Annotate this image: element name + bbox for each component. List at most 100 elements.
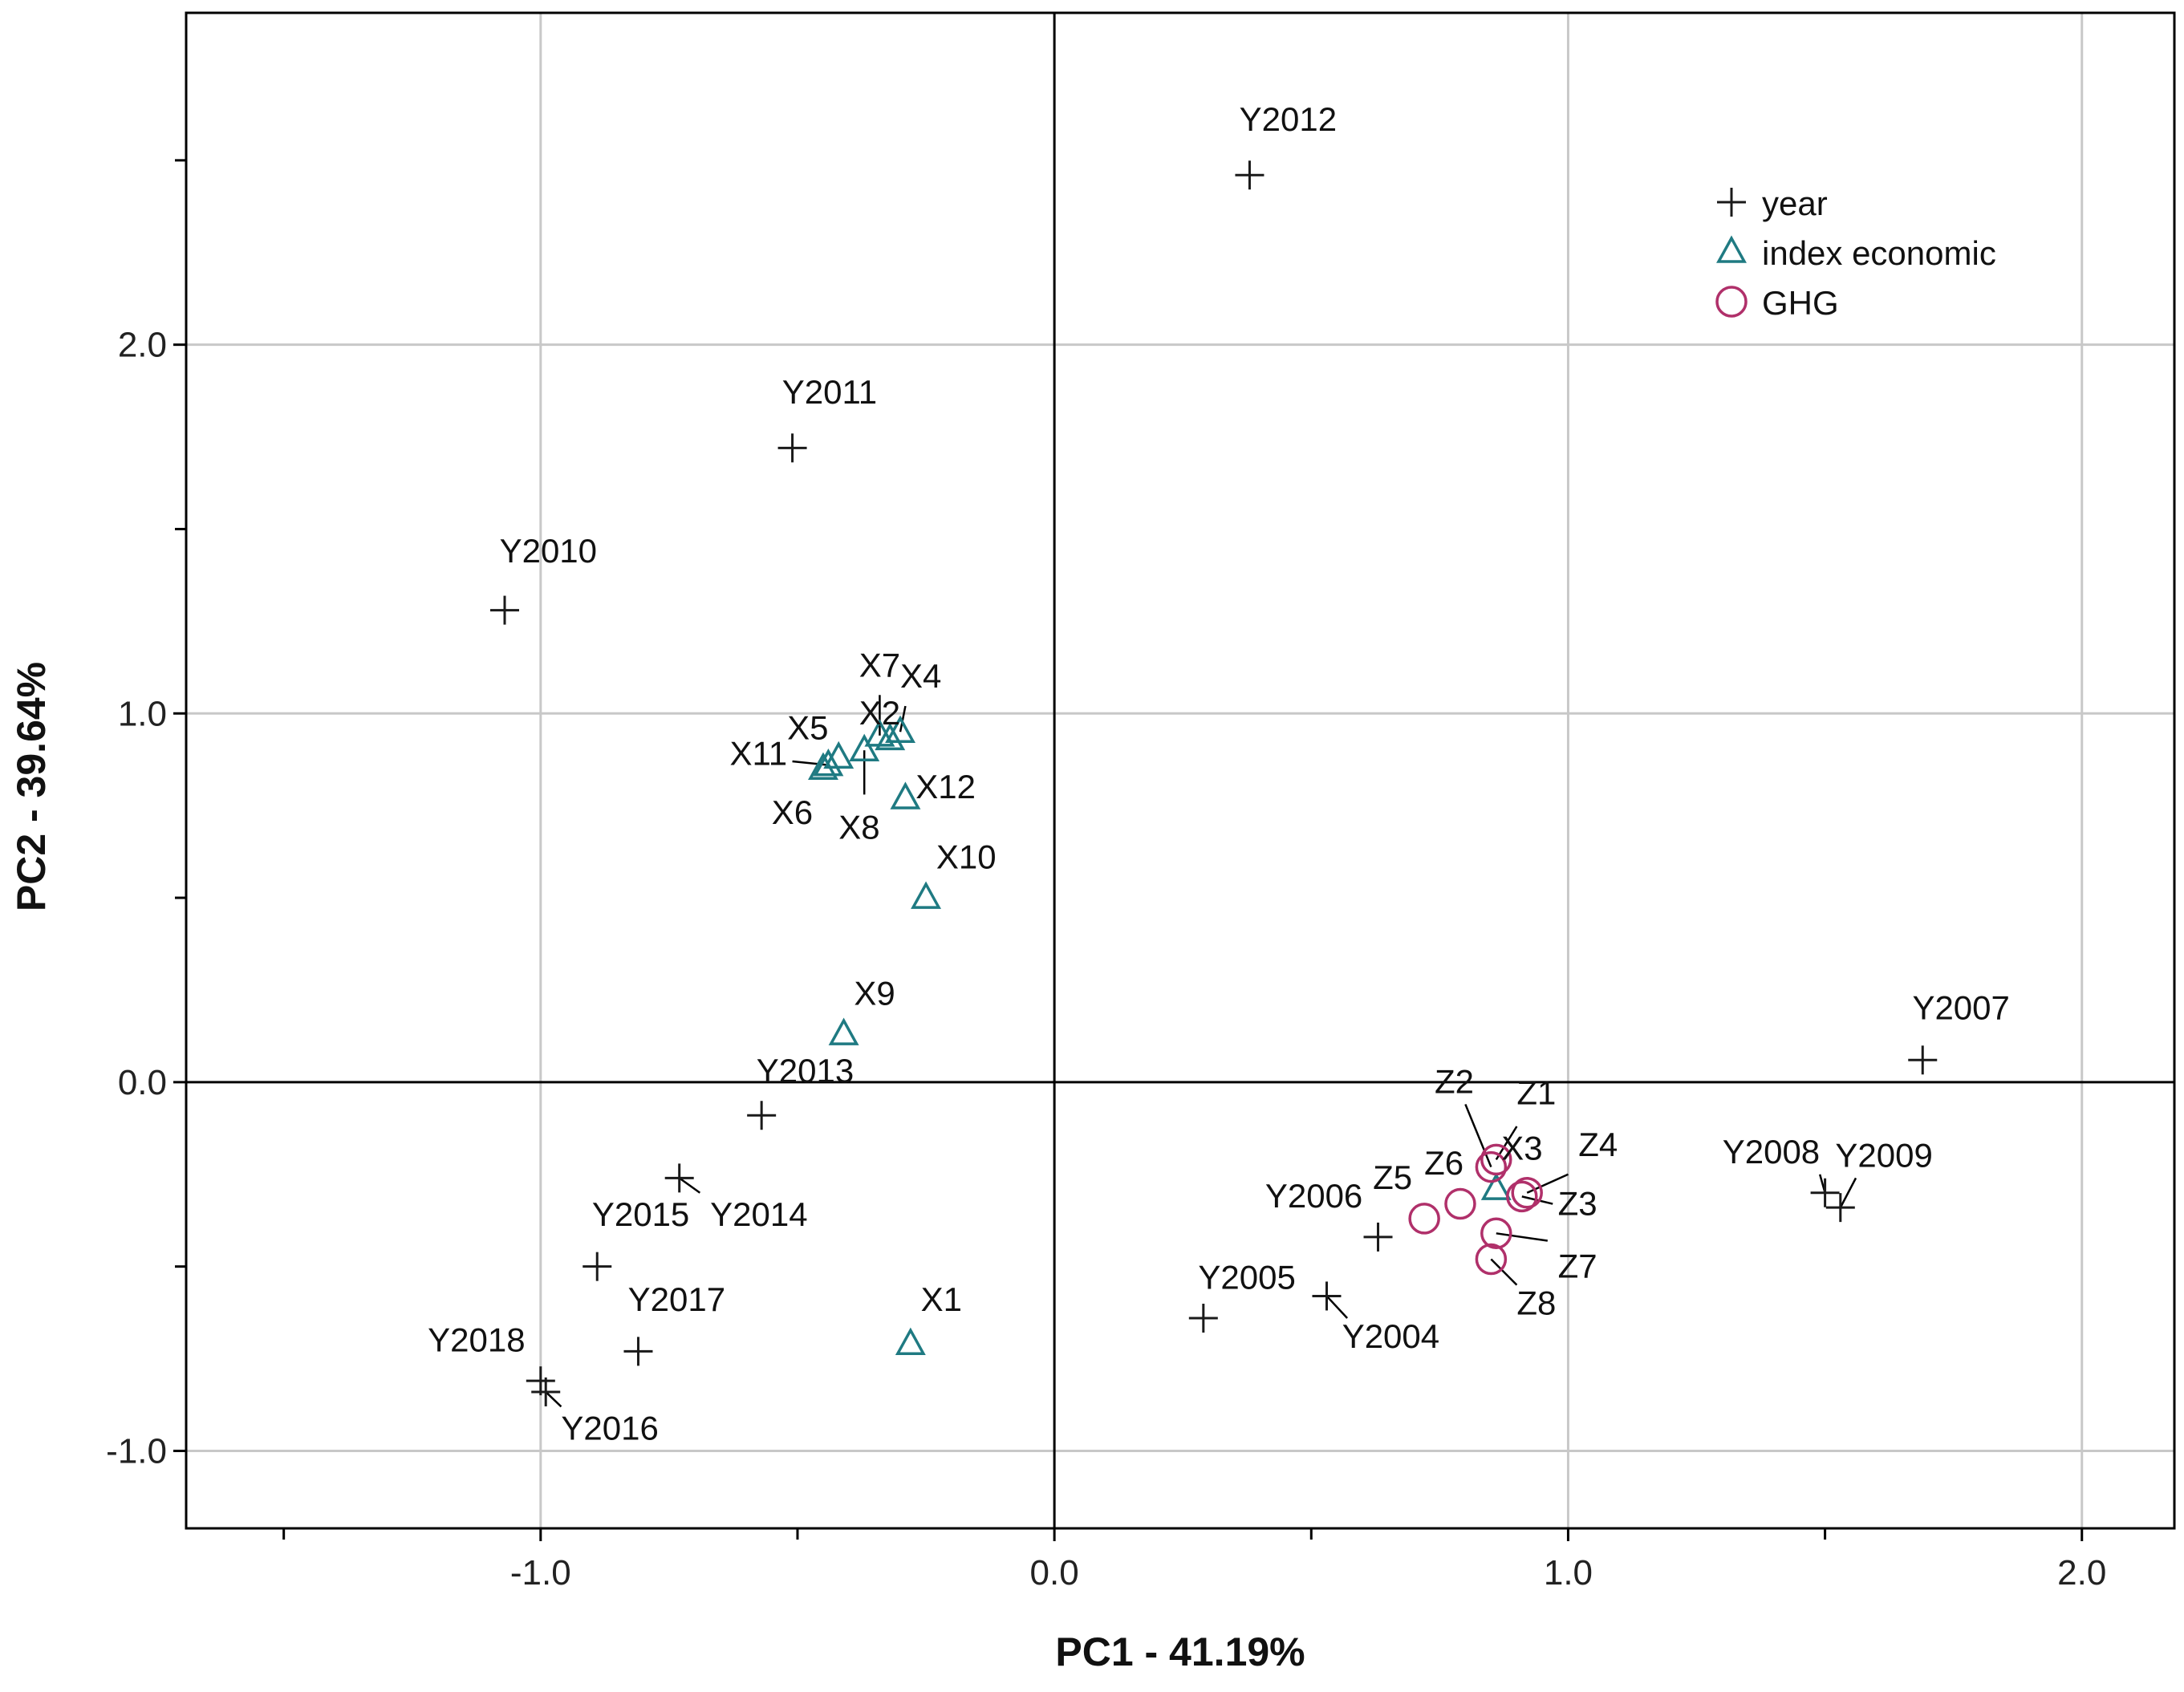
point-label: Z8 [1516, 1284, 1556, 1321]
point-label: Z4 [1578, 1126, 1618, 1163]
leader-line [1325, 1295, 1349, 1319]
y-tick-label: 0.0 [118, 1063, 167, 1102]
point-x9 [828, 1017, 859, 1045]
point-x4 [885, 715, 915, 743]
legend-label: index economic [1762, 234, 1996, 272]
leader-line [1839, 1177, 1857, 1208]
point-x1 [895, 1327, 926, 1355]
point-label: Z3 [1558, 1184, 1597, 1222]
point-z3 [1506, 1180, 1538, 1213]
point-label: Y2010 [500, 532, 597, 570]
point-label: Y2008 [1723, 1133, 1820, 1171]
leader-line [1464, 1103, 1492, 1168]
point-y2014 [664, 1163, 694, 1193]
x-tick-label: 2.0 [2057, 1553, 2106, 1593]
point-label: Y2016 [561, 1410, 658, 1447]
point-z2 [1475, 1150, 1508, 1183]
point-y2007 [1908, 1045, 1938, 1075]
point-z8 [1475, 1243, 1508, 1276]
point-y2004 [1312, 1281, 1342, 1311]
reference-lines [186, 13, 2174, 1528]
point-label: X7 [859, 646, 900, 684]
leader-line [1490, 1258, 1518, 1286]
legend-marker-triangle [1716, 235, 1747, 263]
point-label: Y2018 [428, 1321, 525, 1358]
x-tick-label: -1.0 [510, 1553, 571, 1593]
point-label: Y2004 [1342, 1317, 1439, 1355]
point-label: X3 [1501, 1129, 1542, 1167]
point-label: Y2006 [1265, 1177, 1362, 1215]
point-y2016 [531, 1377, 561, 1406]
legend: year index economic GHG [1715, 185, 1996, 322]
axis-ticks: -1.0 0.0 1.0 2.0 -1.0 0.0 1.0 2.0 [106, 159, 2106, 1593]
point-label: Y2015 [592, 1195, 689, 1233]
point-x12 [890, 781, 921, 809]
y-axis-title: PC2 - 39.64% [9, 662, 54, 911]
point-label: X9 [854, 974, 895, 1012]
leader-line [1496, 1232, 1548, 1242]
leader-line [899, 705, 907, 732]
grid [186, 13, 2174, 1528]
point-y2011 [777, 433, 807, 463]
point-y2009 [1825, 1193, 1855, 1223]
point-label: X5 [787, 708, 828, 746]
point-x10 [911, 881, 942, 909]
point-label: Z5 [1373, 1158, 1412, 1196]
point-y2013 [747, 1101, 777, 1130]
point-x11 [813, 748, 844, 777]
point-label: Z6 [1424, 1144, 1463, 1182]
legend-label: year [1762, 185, 1828, 222]
point-label: X2 [859, 694, 900, 732]
point-label: X11 [730, 735, 788, 773]
point-label: X6 [772, 793, 813, 831]
point-x8 [849, 733, 880, 761]
point-z5 [1408, 1203, 1440, 1235]
data-points [489, 160, 1938, 1406]
point-label: Y2017 [628, 1280, 725, 1318]
plot-frame [185, 11, 2176, 1530]
legend-marker-circle [1715, 286, 1748, 318]
point-label: Z7 [1558, 1247, 1597, 1284]
point-z1 [1480, 1143, 1512, 1176]
point-y2010 [489, 595, 519, 625]
y-tick-label: -1.0 [106, 1431, 167, 1471]
point-z6 [1444, 1187, 1476, 1220]
point-label: X1 [921, 1280, 962, 1318]
point-y2015 [583, 1252, 612, 1281]
point-label: Y2007 [1912, 989, 2009, 1027]
point-label: X12 [915, 768, 976, 805]
point-label: Y2009 [1835, 1137, 1932, 1175]
x-tick-label: 1.0 [1544, 1553, 1593, 1593]
point-label: X4 [900, 657, 941, 695]
point-x7 [864, 719, 895, 747]
y-tick-label: 1.0 [118, 694, 167, 733]
point-z4 [1511, 1177, 1543, 1209]
point-y2012 [1235, 160, 1265, 190]
legend-label: GHG [1762, 284, 1839, 322]
y-tick-label: 2.0 [118, 326, 167, 365]
point-label: X10 [936, 838, 997, 875]
point-y2008 [1810, 1178, 1840, 1207]
point-label: Y2005 [1198, 1258, 1295, 1296]
x-axis-title: PC1 - 41.19% [1055, 1629, 1305, 1674]
legend-marker-plus [1717, 188, 1746, 217]
point-x6 [808, 752, 838, 780]
point-x3 [1480, 1172, 1512, 1200]
leader-line [545, 1391, 562, 1408]
point-label: Z1 [1516, 1073, 1556, 1111]
point-y2005 [1188, 1304, 1218, 1333]
point-label: Y2011 [782, 373, 877, 411]
point-y2017 [623, 1337, 653, 1366]
leader-line [678, 1177, 701, 1194]
point-label: Y2013 [757, 1052, 854, 1089]
point-x2 [875, 722, 906, 751]
point-label: Y2012 [1240, 100, 1337, 138]
point-label: Y2014 [710, 1195, 807, 1233]
point-label: Z2 [1435, 1063, 1474, 1101]
point-labels: Y2012 Y2011 Y2010 Y2007 Y2013 Y2015 Y2014 Y2017… [428, 100, 2010, 1447]
point-y2006 [1363, 1222, 1393, 1252]
x-tick-label: 0.0 [1030, 1553, 1079, 1593]
leader-line [1521, 1195, 1553, 1205]
point-label: X8 [838, 809, 879, 846]
